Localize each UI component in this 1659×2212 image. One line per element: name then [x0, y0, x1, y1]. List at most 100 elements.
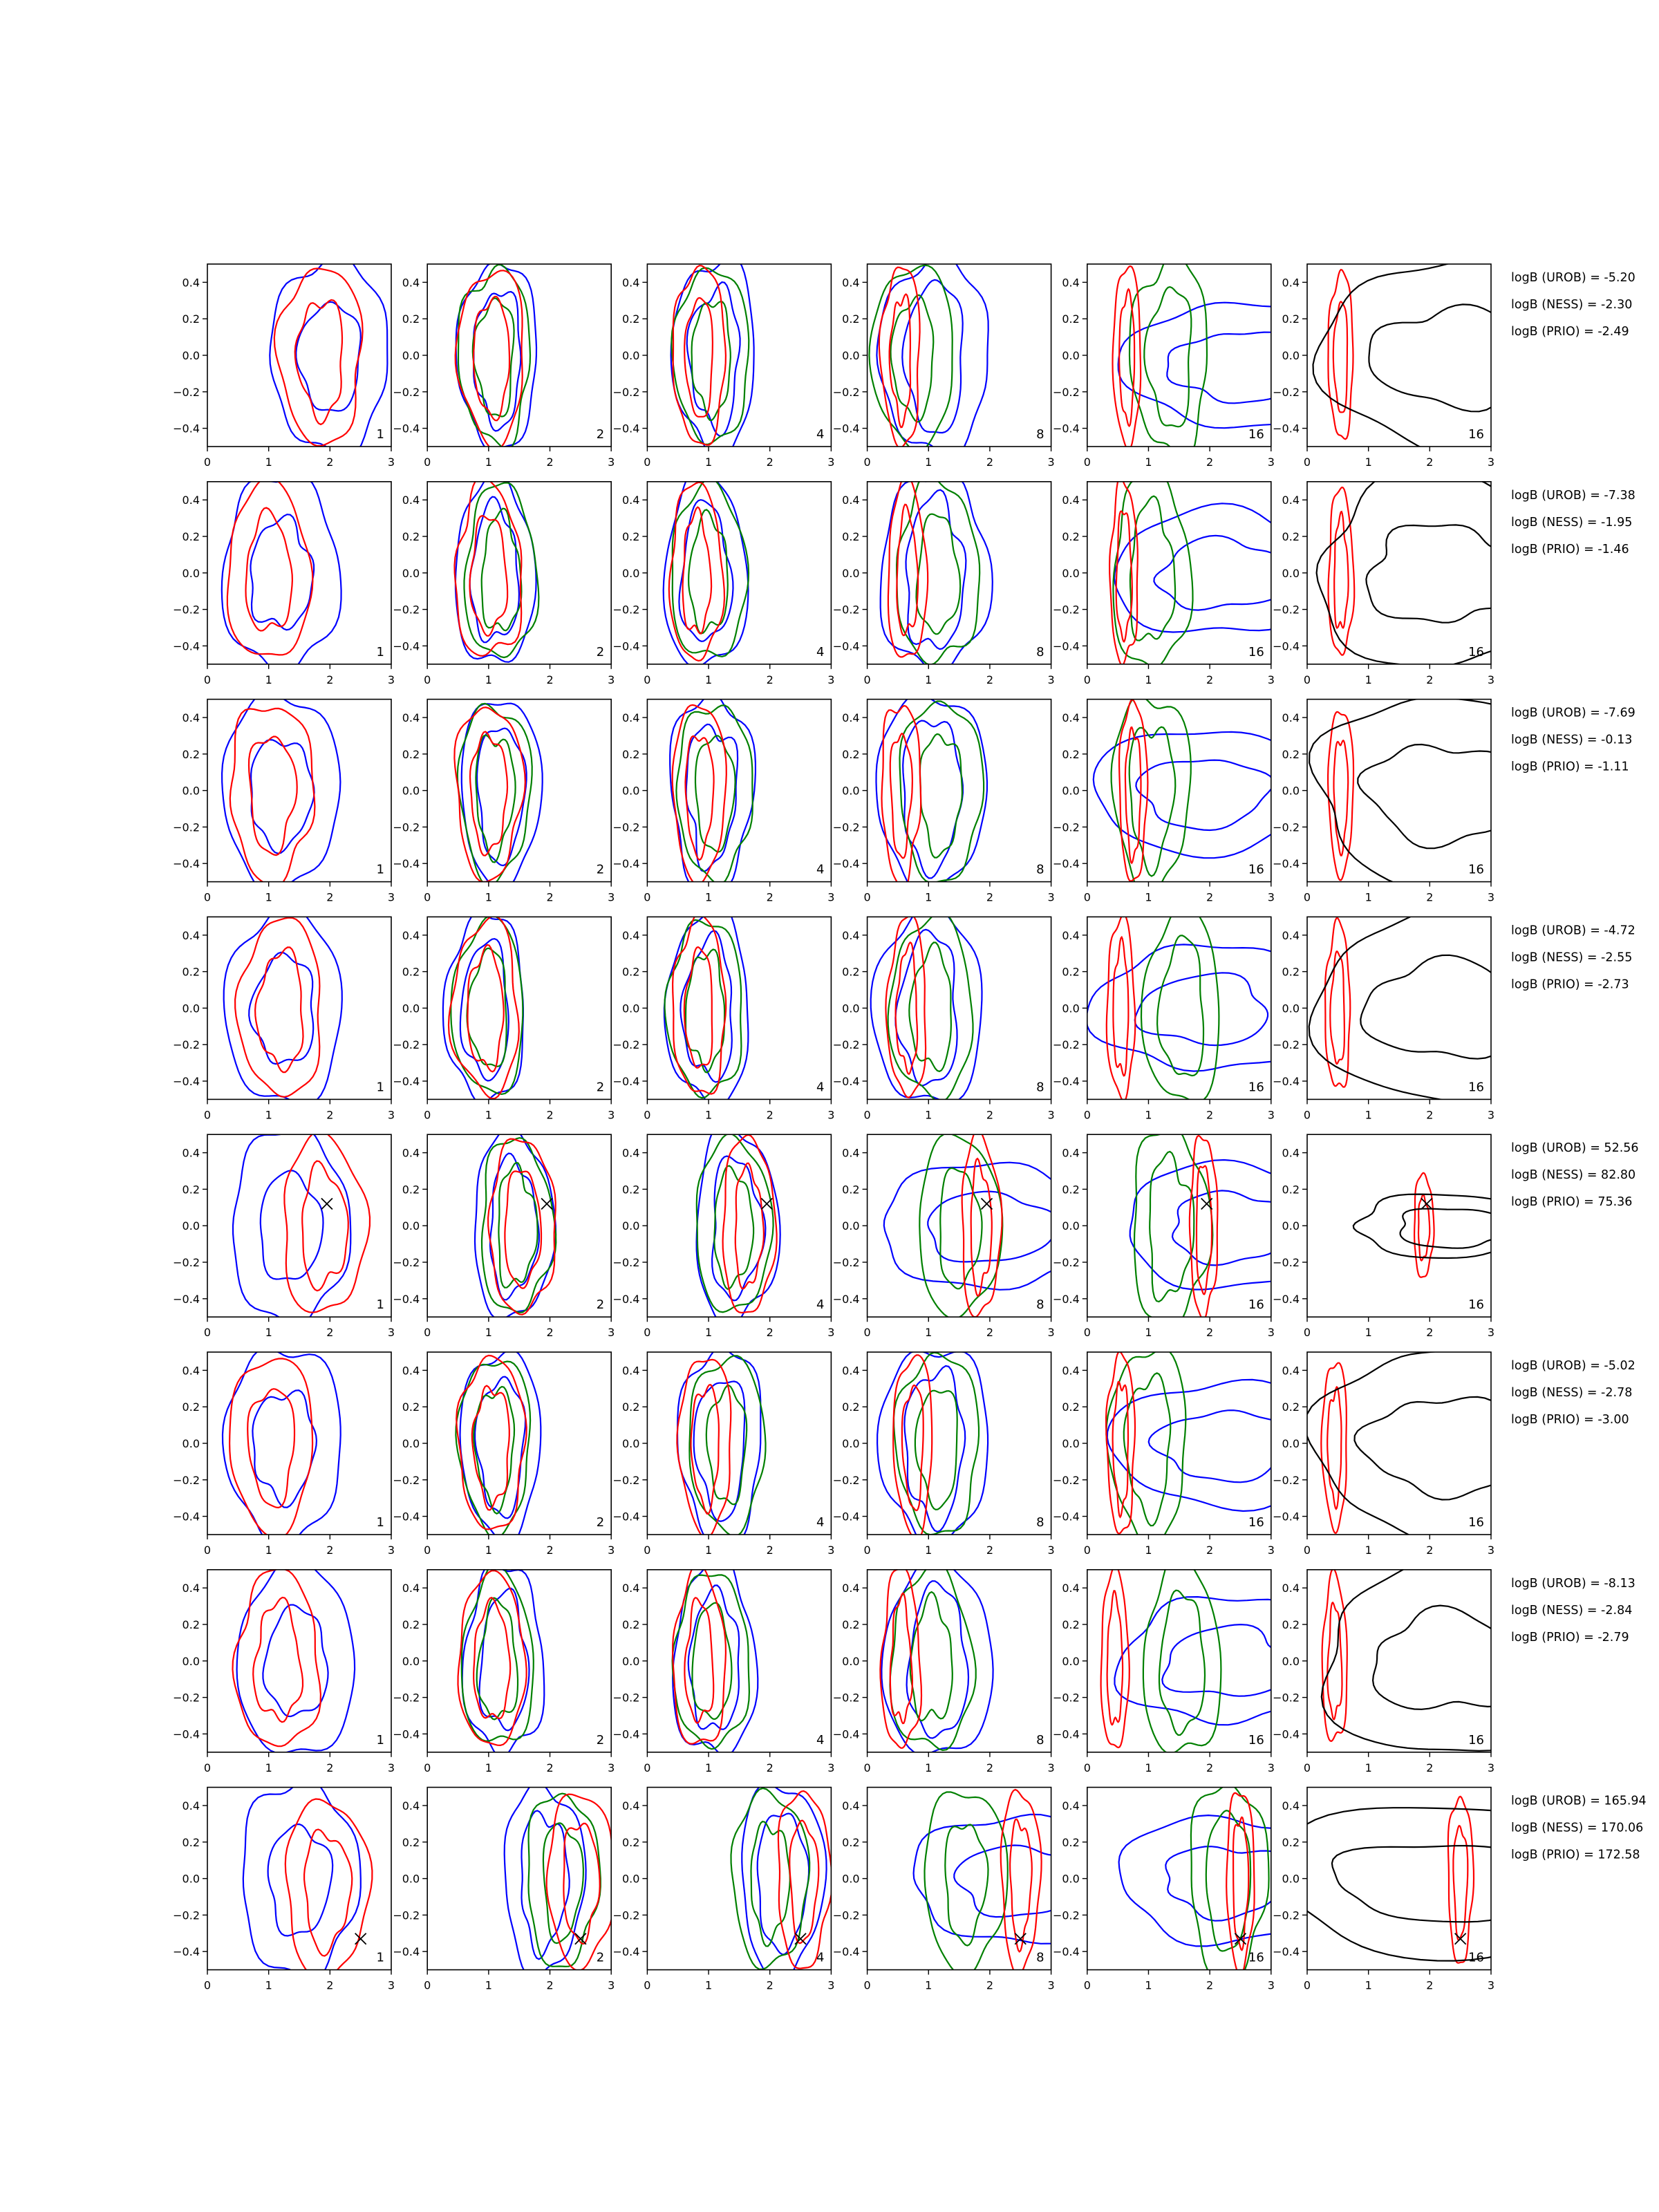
y-tick-label: 0.0: [1062, 567, 1079, 580]
x-tick-label: 0: [644, 891, 650, 904]
y-tick-label: −0.4: [613, 1945, 640, 1958]
green-contour-inner: [908, 941, 953, 1073]
y-tick-label: −0.2: [1053, 1909, 1080, 1922]
panel-r8-c3: 0.4 0.2 0.0 −0.2 −0.4 0 1 2 3 4: [613, 1786, 834, 1992]
red-contour-inner: [690, 1384, 720, 1515]
y-tick-label: 0.2: [1282, 530, 1300, 543]
panel-label: 1: [377, 427, 384, 442]
red-contour-inner: [888, 293, 912, 429]
green-contour-outer: [527, 1792, 601, 1968]
x-tick-label: 2: [767, 1544, 774, 1557]
y-tick-label: 0.2: [1282, 1618, 1300, 1631]
y-tick-label: 0.4: [842, 711, 859, 724]
red-contour-outer: [1000, 1788, 1042, 1970]
x-tick-label: 2: [1426, 1761, 1433, 1774]
black-contour-inner: [1399, 1208, 1491, 1249]
red-contour-outer: [273, 268, 364, 447]
red-contour-outer: [1321, 1569, 1348, 1742]
red-contour-outer: [284, 1798, 373, 1970]
red-contour-inner: [1009, 1818, 1033, 1953]
x-tick-label: 3: [608, 1108, 615, 1121]
contour-group: [1307, 1352, 1491, 1535]
y-tick-label: −0.4: [1053, 1727, 1080, 1741]
blue-contour-outer: [912, 1813, 1051, 1944]
green-contour-outer: [919, 1134, 1004, 1318]
red-contour-inner: [1118, 288, 1136, 428]
y-tick-label: −0.4: [613, 1075, 640, 1088]
x-tick-label: 3: [827, 456, 834, 469]
y-tick-label: 0.0: [622, 1873, 639, 1886]
green-contour-outer: [868, 264, 953, 447]
x-tick-label: 0: [864, 1326, 871, 1339]
x-tick-label: 3: [1488, 673, 1494, 686]
x-tick-label: 3: [1268, 1326, 1275, 1339]
panel-label: 16: [1468, 863, 1484, 877]
panel-r4-c5: 0.4 0.2 0.0 −0.2 −0.4 0 1 2 3 16: [1053, 916, 1275, 1121]
contour-group: [883, 1134, 1051, 1318]
panel-r3-c5: 0.4 0.2 0.0 −0.2 −0.4 0 1 2 3 16: [1053, 698, 1275, 904]
contour-group: [453, 702, 543, 882]
x-tick-label: 1: [925, 1544, 932, 1557]
y-tick-label: 0.0: [1282, 1655, 1300, 1668]
logB-annotations-row-5: logB (UROB) = 52.56 logB (NESS) = 82.80 lo…: [1511, 1141, 1639, 1209]
blue-contour-outer: [269, 264, 388, 447]
y-tick-label: 0.4: [1282, 711, 1300, 724]
y-tick-label: 0.4: [1282, 929, 1300, 942]
y-tick-label: 0.0: [622, 349, 639, 362]
x-tick-label: 0: [1304, 1108, 1311, 1121]
panel-label: 2: [597, 1080, 604, 1094]
y-tick-label: 0.2: [842, 1836, 859, 1849]
contour-group: [1087, 917, 1271, 1100]
contour-group: [232, 1569, 356, 1752]
blue-contour-outer: [474, 1134, 557, 1318]
red-contour-inner: [252, 1596, 304, 1723]
blue-contour-outer: [221, 481, 342, 664]
contour-group: [879, 481, 993, 664]
y-tick-label: −0.4: [1273, 857, 1300, 870]
y-tick-label: 0.0: [402, 349, 420, 362]
y-tick-label: 0.4: [842, 1582, 859, 1595]
y-tick-label: −0.4: [1273, 639, 1300, 653]
y-tick-label: 0.0: [622, 1655, 639, 1668]
blue-contour-outer: [460, 702, 543, 882]
axes-frame: [1306, 916, 1492, 1100]
green-contour-inner: [890, 294, 935, 423]
blue-contour-outer: [1114, 1595, 1271, 1726]
y-tick-label: 0.2: [842, 1400, 859, 1414]
black-contour-inner: [1368, 303, 1491, 413]
true-value-marker: [794, 1933, 807, 1945]
blue-contour-outer: [221, 699, 341, 882]
y-tick-label: −0.2: [1273, 1038, 1300, 1051]
y-tick-label: −0.2: [1053, 603, 1080, 617]
y-tick-label: 0.4: [1062, 711, 1079, 724]
logB-annotation: logB (PRIO) = -1.11: [1511, 760, 1629, 774]
red-contour-outer: [283, 1134, 371, 1313]
true-value-marker: [980, 1197, 993, 1210]
panel-r7-c5: 0.4 0.2 0.0 −0.2 −0.4 0 1 2 3 16: [1053, 1569, 1275, 1774]
panel-r6-c3: 0.4 0.2 0.0 −0.2 −0.4 0 1 2 3 4: [613, 1351, 834, 1557]
x-tick-label: 1: [1145, 1544, 1152, 1557]
x-tick-label: 1: [265, 1761, 272, 1774]
y-tick-label: 0.2: [842, 1618, 859, 1631]
panel-label: 4: [816, 427, 824, 442]
x-tick-label: 0: [1084, 891, 1091, 904]
y-tick-label: 0.2: [402, 312, 420, 326]
x-tick-label: 1: [705, 456, 712, 469]
y-tick-label: −0.4: [1053, 857, 1080, 870]
blue-contour-inner: [250, 514, 315, 631]
y-tick-label: 0.2: [182, 530, 200, 543]
y-tick-label: 0.0: [402, 1002, 420, 1015]
red-contour-outer: [879, 1569, 923, 1749]
panel-label: 16: [1248, 1951, 1264, 1965]
x-tick-label: 3: [1268, 1108, 1275, 1121]
y-tick-label: −0.4: [833, 1293, 860, 1306]
panel-r2-c1: 0.4 0.2 0.0 −0.2 −0.4 0 1 2 3 1: [173, 480, 395, 686]
y-tick-label: 0.4: [622, 494, 639, 507]
y-tick-label: 0.2: [1062, 1183, 1079, 1196]
x-tick-label: 2: [1426, 456, 1433, 469]
y-tick-label: −0.2: [393, 386, 420, 399]
axes-frame: [646, 1351, 832, 1535]
y-tick-label: −0.2: [833, 821, 860, 834]
contour-group: [669, 699, 756, 882]
y-tick-label: −0.2: [1053, 1474, 1080, 1487]
